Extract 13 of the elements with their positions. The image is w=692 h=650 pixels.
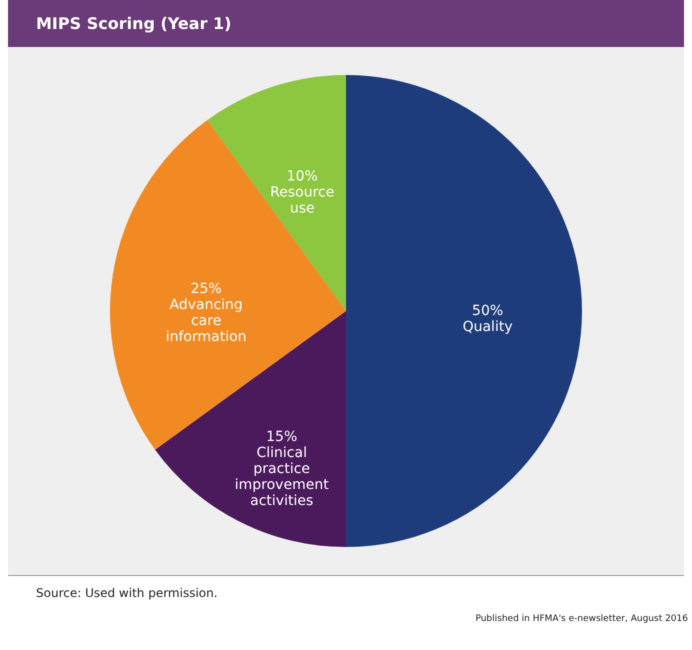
pie-slice bbox=[155, 311, 346, 547]
slice-label: Resource use bbox=[270, 184, 334, 216]
source-note: Source: Used with permission. bbox=[8, 575, 684, 610]
data-label: 25% bbox=[190, 280, 222, 297]
text: Published in HFMA's e-newsletter, August 2016 bbox=[474, 613, 689, 626]
chart-title: MIPS Scoring (Year 1) bbox=[8, 0, 684, 47]
pie-slice bbox=[346, 75, 582, 547]
data-label: 10% bbox=[286, 168, 318, 184]
data-label: 15% bbox=[266, 429, 298, 446]
slice-label: Quality bbox=[462, 319, 513, 335]
data-label: 50% bbox=[472, 303, 504, 319]
slice-label: Advancing care information bbox=[166, 296, 247, 345]
slice-label: Clinical practice improvement activities bbox=[234, 445, 330, 510]
